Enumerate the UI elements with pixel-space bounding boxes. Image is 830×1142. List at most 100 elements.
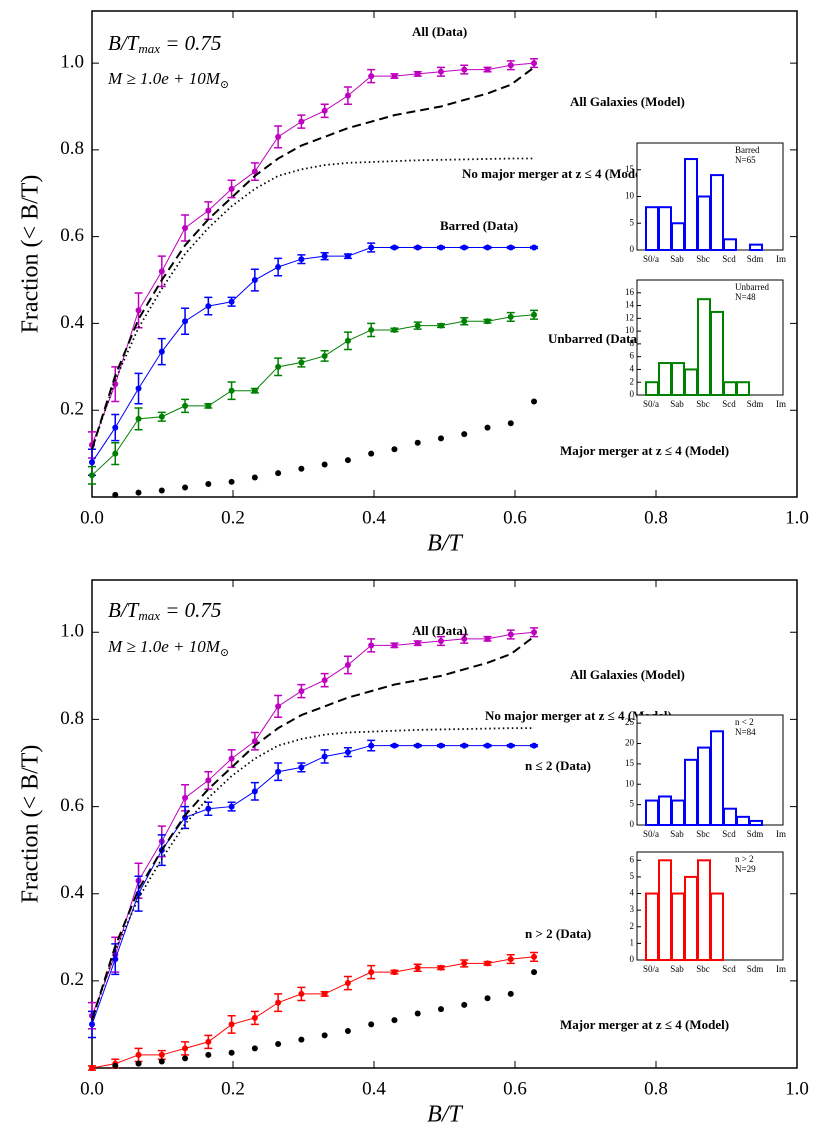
inset-y-tick-label: 14: [625, 300, 635, 310]
inset-x-tick-label: Sdm: [747, 964, 764, 974]
x-tick-label: 0.2: [221, 1078, 245, 1099]
y-axis-label: Fraction (< B/T): [18, 745, 44, 904]
inset-x-tick-label: Scd: [722, 829, 736, 839]
data-point: [158, 413, 165, 420]
inset-x-tick-label: S0/a: [643, 964, 659, 974]
inset-x-tick-label: Sdm: [747, 399, 764, 409]
data-point: [484, 995, 491, 1002]
data-point: [205, 1038, 212, 1045]
data-point: [507, 244, 514, 251]
inset-y-tick-label: 10: [625, 191, 635, 201]
data-point: [321, 107, 328, 114]
series-line: [91, 66, 535, 450]
inset-bar: [710, 310, 724, 397]
data-point: [275, 133, 282, 140]
data-point: [135, 1060, 142, 1067]
inset-y-tick-label: 5: [630, 871, 635, 881]
data-point: [182, 1055, 189, 1062]
data-point: [298, 688, 305, 695]
data-point: [135, 1051, 142, 1058]
plot-frame: [91, 10, 798, 498]
data-point: [531, 629, 538, 636]
y-tick-label: 0.2: [60, 399, 84, 420]
series-line: [91, 956, 535, 1069]
annotation-main: M ≥ 1.0e + 10M: [107, 69, 221, 88]
data-point: [461, 431, 468, 438]
inset-y-tick-label: 20: [625, 738, 635, 748]
inset-bar: [723, 238, 737, 252]
annotation-main: B/T: [108, 31, 140, 55]
series-label: All (Data): [412, 623, 467, 638]
x-tick-label: 1.0: [785, 507, 809, 528]
inset-y-tick-label: 6: [630, 854, 635, 864]
data-point: [158, 1058, 165, 1065]
plot-frame: [91, 579, 798, 1069]
data-point: [531, 953, 538, 960]
inset-bar: [710, 730, 724, 827]
inset-x-tick-label: Sab: [670, 964, 684, 974]
x-tick-label: 0.8: [644, 1078, 668, 1099]
inset-x-tick-label: Scd: [722, 399, 736, 409]
y-tick-label: 0.4: [60, 312, 84, 333]
data-point: [251, 1014, 258, 1021]
data-point: [461, 742, 468, 749]
inset-x-tick-label: S0/a: [643, 399, 659, 409]
data-point: [298, 990, 305, 997]
x-tick-label: 0.6: [503, 1078, 527, 1099]
data-point: [368, 244, 375, 251]
data-point: [414, 640, 421, 647]
inset-y-tick-label: 25: [625, 717, 635, 727]
series-label: Unbarred (Data): [548, 331, 641, 346]
data-point: [112, 491, 119, 498]
inset-title: Barred: [735, 145, 760, 155]
inset-x-tick-label: Im: [776, 254, 786, 264]
data-point: [507, 990, 514, 997]
x-tick-label: 0.8: [644, 507, 668, 528]
data-point: [344, 457, 351, 464]
data-point: [158, 487, 165, 494]
data-point: [484, 244, 491, 251]
data-point: [461, 318, 468, 325]
data-point: [182, 318, 189, 325]
annotation-sub: max: [138, 608, 160, 623]
data-point: [414, 964, 421, 971]
inset-x-tick-label: Sbc: [696, 254, 710, 264]
data-point: [368, 969, 375, 976]
data-point: [414, 70, 421, 77]
inset-y-tick-label: 0: [630, 819, 635, 829]
inset-x-tick-label: Sab: [670, 399, 684, 409]
data-point: [344, 92, 351, 99]
data-point: [275, 703, 282, 710]
series-line: [91, 157, 535, 450]
data-point: [414, 322, 421, 329]
inset-x-tick-label: Im: [776, 399, 786, 409]
x-tick-label: 0.4: [362, 1078, 386, 1099]
data-point: [89, 459, 95, 466]
data-point: [251, 474, 258, 481]
data-point: [507, 62, 514, 69]
data-point: [531, 60, 538, 67]
inset-x-tick-label: S0/a: [643, 829, 659, 839]
inset-y-tick-label: 0: [630, 954, 635, 964]
inset-y-tick-label: 1: [630, 937, 635, 947]
data-point: [531, 311, 538, 318]
data-point: [391, 742, 398, 749]
inset-y-tick-label: 2: [630, 376, 635, 386]
data-point: [275, 470, 282, 477]
data-point: [275, 363, 282, 370]
series-line: [91, 62, 535, 446]
data-point: [205, 303, 212, 310]
inset-y-tick-label: 10: [625, 778, 635, 788]
annotation-sub: ⊙: [220, 79, 229, 91]
data-point: [251, 788, 258, 795]
data-point: [461, 244, 468, 251]
data-point: [531, 398, 538, 405]
data-point: [484, 66, 491, 73]
y-tick-label: 0.8: [60, 708, 84, 729]
data-point: [437, 964, 444, 971]
data-point: [437, 435, 444, 442]
data-point: [368, 73, 375, 80]
annotation: M ≥ 1.0e + 10M⊙: [107, 69, 229, 91]
annotation-sub: max: [138, 41, 160, 56]
annotation-main: B/T: [108, 598, 140, 622]
